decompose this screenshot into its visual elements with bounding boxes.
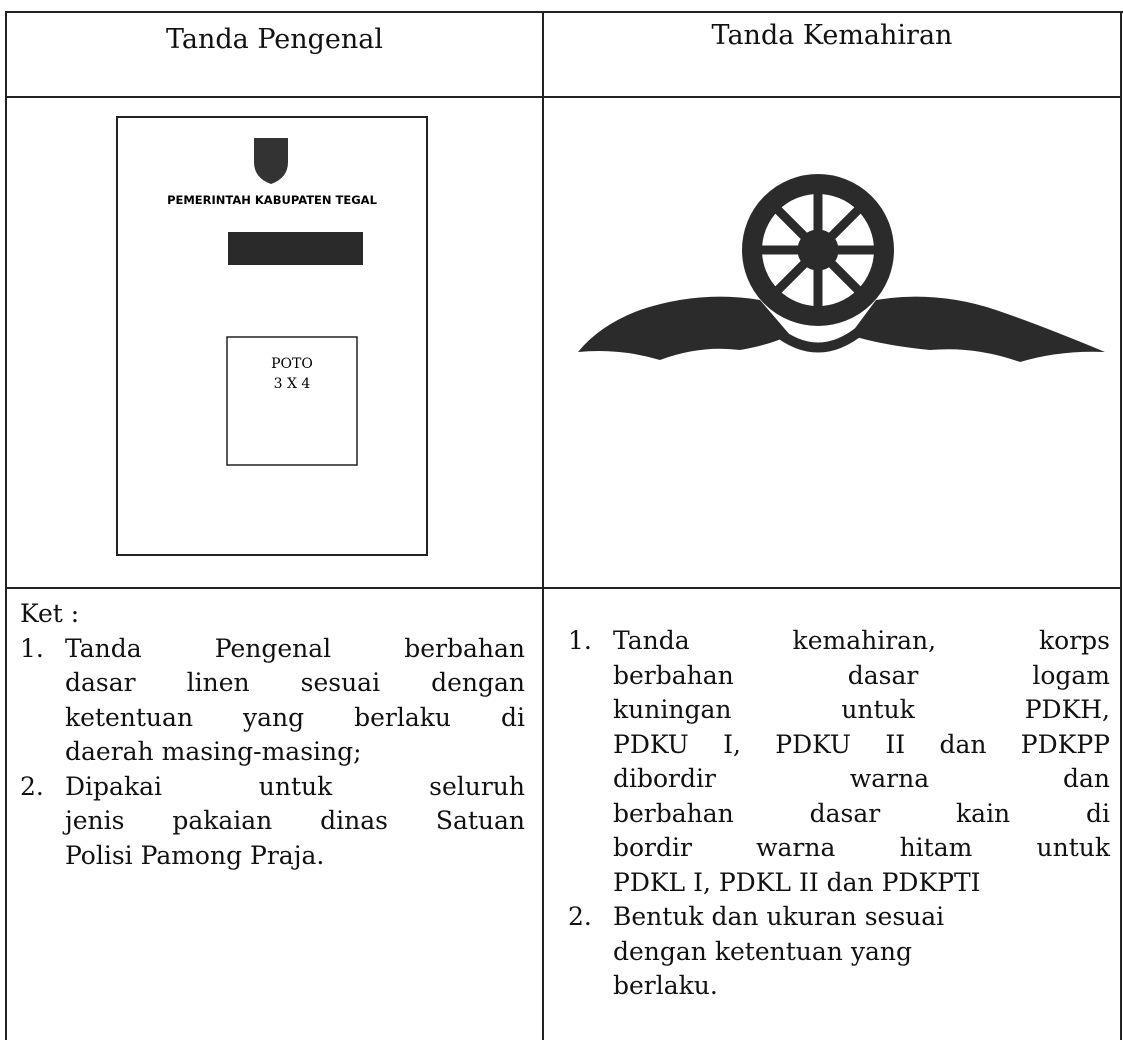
item-number: 1. bbox=[568, 626, 592, 655]
emblem bbox=[578, 174, 1105, 362]
column-divider bbox=[542, 11, 544, 1040]
card-org: PEMERINTAH KABUPATEN TEGAL bbox=[167, 193, 377, 207]
item-text: Tanda kemahiran, korps berbahan dasar log… bbox=[613, 624, 1110, 900]
list-item: 2. Bentuk dan ukuran sesuai dengan ketentu… bbox=[568, 900, 1110, 1004]
name-bar bbox=[228, 232, 363, 265]
text-line: Tanda Pengenal berbahan bbox=[65, 633, 525, 663]
table-border bbox=[1120, 11, 1122, 1040]
text-line: PDKL I, PDKL II dan PDKPTI bbox=[613, 867, 981, 897]
item-text: Bentuk dan ukuran sesuai dengan ketentuan… bbox=[613, 900, 1110, 1004]
right-notes: 1. Tanda kemahiran, korps berbahan dasar l… bbox=[568, 624, 1110, 1004]
item-number: 2. bbox=[568, 902, 592, 931]
list-item: 1. Tanda kemahiran, korps berbahan dasar l… bbox=[568, 624, 1110, 900]
photo-box bbox=[226, 336, 358, 466]
text-line: dengan ketentuan yang bbox=[613, 936, 912, 966]
logo bbox=[254, 138, 288, 184]
text-line: berbahan dasar logam bbox=[613, 660, 1110, 690]
text-line: kuningan untuk PDKH, bbox=[613, 695, 1110, 724]
text-line: Polisi Pamong Praja. bbox=[65, 840, 325, 870]
item-number: 1. bbox=[20, 633, 44, 663]
notes-label: Ket : bbox=[20, 599, 80, 628]
text-line: berlaku. bbox=[613, 971, 718, 1000]
text-line: daerah masing-masing; bbox=[65, 737, 362, 766]
item-text: Tanda Pengenal berbahan dasar linen sesua… bbox=[65, 632, 525, 770]
item-number: 2. bbox=[20, 771, 44, 801]
text-line: Bentuk dan ukuran sesuai bbox=[613, 902, 945, 931]
text-line: dibordir warna dan bbox=[613, 764, 1110, 793]
text-line: Dipakai untuk seluruh bbox=[65, 771, 525, 801]
illustrations: PEMERINTAH KABUPATEN TEGAL POTO 3 X 4 bbox=[116, 116, 1105, 556]
text-line: PDKU I, PDKU II dan PDKPP bbox=[613, 729, 1110, 759]
text-line: dasar linen sesuai dengan bbox=[65, 668, 525, 697]
text-line: Tanda kemahiran, korps bbox=[613, 626, 1110, 655]
list-item: 1. Tanda Pengenal berbahan dasar linen ses… bbox=[20, 632, 525, 770]
column-header: Tanda Kemahiran bbox=[711, 20, 953, 51]
table-border bbox=[5, 11, 1123, 13]
item-text: Dipakai untuk seluruh jenis pakaian dinas… bbox=[65, 770, 525, 874]
list-item: 2. Dipakai untuk seluruh jenis pakaian din… bbox=[20, 770, 525, 874]
text-line: berbahan dasar kain di bbox=[613, 798, 1110, 828]
left-notes: Ket : 1. Tanda Pengenal berbahan dasar lin… bbox=[20, 597, 525, 873]
text-line: bordir warna hitam untuk bbox=[613, 833, 1110, 862]
photo-label: 3 X 4 bbox=[274, 376, 311, 392]
row-divider bbox=[5, 587, 1122, 589]
row-divider bbox=[5, 96, 1122, 98]
table-border bbox=[5, 11, 7, 1040]
id-card bbox=[116, 116, 428, 556]
text-line: ketentuan yang berlaku di bbox=[65, 702, 525, 732]
photo-label: POTO bbox=[271, 356, 313, 372]
column-header: Tanda Pengenal bbox=[165, 24, 384, 55]
text-line: jenis pakaian dinas Satuan bbox=[65, 806, 525, 835]
